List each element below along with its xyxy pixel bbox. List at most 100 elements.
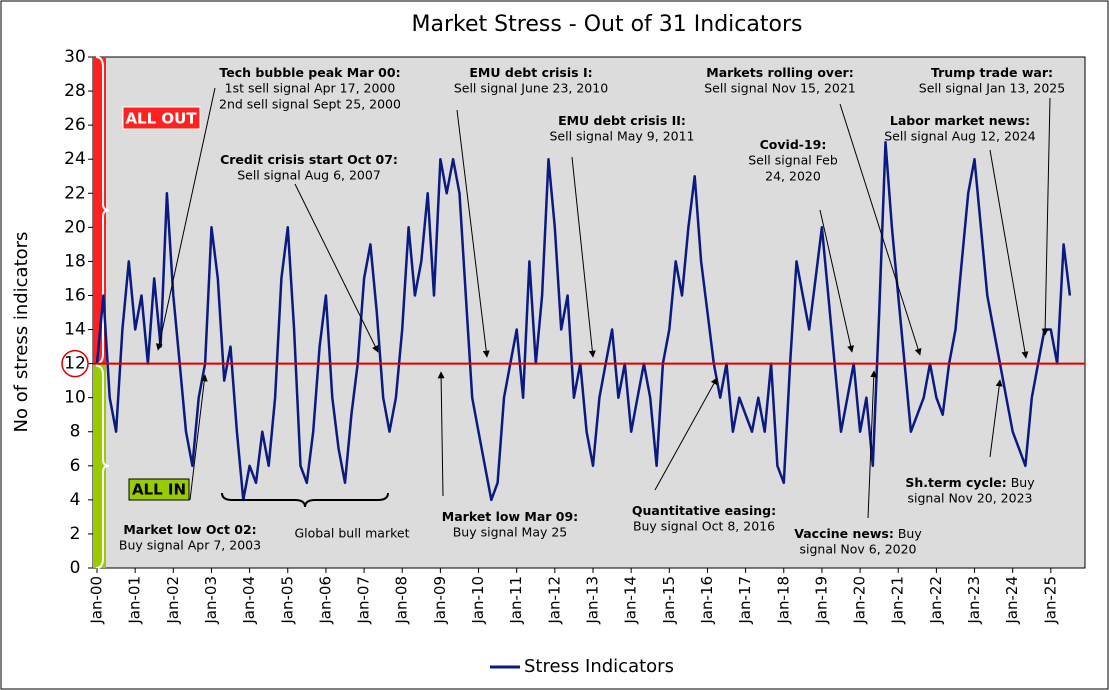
y-tick-label: 20 [64,217,86,237]
zone-low-label: ALL IN [132,481,186,499]
annotation-title-bold: EMU debt crisis II: [558,113,686,128]
y-tick-label: 18 [64,251,86,271]
x-tick-label: Jan-02 [164,576,182,625]
y-tick-label: 12 [64,354,86,374]
x-tick-label: Jan-13 [584,576,602,625]
series-line [95,140,1072,502]
y-tick-label: 6 [70,456,81,476]
annotation-arrow [189,374,208,501]
x-tick-label: Jan-10 [469,576,487,625]
annotation-arrow [839,103,922,356]
y-tick-label: 24 [64,149,86,169]
x-tick-label: Jan-20 [851,576,869,625]
annotation-arrow [989,379,1003,458]
x-tick-label: Jan-16 [698,576,716,625]
zone-low [93,363,106,568]
y-tick-label: 16 [64,285,86,305]
annotation-title-bold: Markets rolling over: [706,65,853,80]
x-tick-label: Jan-17 [736,576,754,625]
annotation-title: Covid-19: [760,137,827,152]
threshold-circle [61,349,89,378]
y-tick-label: 22 [64,183,86,203]
annotation-title: Market low Mar 09: [442,509,578,524]
annotation-line: Buy signal Apr 7, 2003 [119,538,261,553]
x-tick-label: Jan-15 [660,576,678,625]
bracket-label: Global bull market [295,526,410,541]
annotation-arrow [294,183,379,353]
annotation-arrow [654,377,718,491]
x-tick-label: Jan-00 [88,576,106,625]
chart-title: Market Stress - Out of 31 Indicators [412,12,803,37]
plot-area [92,56,1086,569]
annotation-title: Quantitative easing: [632,503,776,518]
annotation-title-bold: Trump trade war: [931,65,1053,80]
annotation-title: Market low Oct 02: [123,522,256,537]
annotation-title-bold: Credit crisis start Oct 07: [220,152,398,167]
x-tick-label: Jan-19 [812,576,830,625]
annotation-title: Labor market news: [890,113,1030,128]
annotation-line: Sell signal June 23, 2010 [454,81,608,96]
annotation-line: Buy signal Oct 8, 2016 [633,519,775,534]
x-tick-label: Jan-01 [126,576,144,625]
annotation-line: 1st sell signal Apr 17, 2000 [225,81,396,96]
zone-high-box [122,106,201,130]
zone-low-box [128,478,190,501]
annotation-title-bold: Vaccine news: [794,526,894,541]
y-tick-label: 2 [70,524,81,544]
annotation-line: Sell signal Aug 6, 2007 [237,168,381,183]
x-tick-label: Jan-12 [545,576,563,625]
legend-label: Stress Indicators [524,656,674,677]
y-tick-label: 30 [64,47,86,67]
x-tick-label: Jan-11 [507,576,525,625]
annotation-arrow [819,209,855,353]
zone-high-label: ALL OUT [125,110,197,128]
annotation-line: signal Nov 20, 2023 [908,491,1033,506]
annotation-arrow [1041,97,1051,336]
annotation-title-bold: Sh.term cycle: [905,475,1006,490]
annotation-line: Sell signal Nov 15, 2021 [704,81,856,96]
annotation-title: Trump trade war: [931,65,1053,80]
annotation-line: Sell signal May 9, 2011 [549,129,694,144]
y-tick-label: 10 [64,388,86,408]
annotation-line: signal Nov 6, 2020 [799,542,916,557]
y-tick-label: 0 [70,558,81,578]
x-tick-label: Jan-25 [1041,576,1059,625]
x-tick-label: Jan-18 [774,576,792,625]
annotation-arrow [437,371,445,497]
annotation-title: Tech bubble peak Mar 00: [219,65,400,80]
brace [95,56,110,365]
annotation-title-bold: Covid-19: [760,137,827,152]
x-tick-label: Jan-08 [393,576,411,625]
annotation-title: Vaccine news: Buy [794,526,922,541]
annotation-arrow [456,109,490,358]
brace [95,364,110,569]
annotation-title: EMU debt crisis I: [469,65,592,80]
annotation-arrow [867,370,878,519]
annotation-line: Buy signal May 25 [453,525,568,540]
x-tick-label: Jan-22 [927,576,945,625]
x-tick-label: Jan-04 [240,576,258,625]
y-tick-label: 8 [70,422,81,442]
annotation-line: Sell signal Feb [748,153,838,168]
x-tick-label: Jan-05 [278,576,296,625]
annotation-title-bold: EMU debt crisis I: [469,65,592,80]
y-tick-label: 4 [70,490,81,510]
annotation-title-tail: Buy [1011,475,1035,490]
x-tick-label: Jan-06 [316,576,334,625]
x-tick-label: Jan-03 [202,576,220,625]
y-tick-label: 26 [64,115,86,135]
annotation-line: 24, 2020 [765,169,821,184]
x-tick-label: Jan-21 [889,576,907,625]
annotation-arrow [155,87,216,351]
annotation-title-bold: Quantitative easing: [632,503,776,518]
y-tick-label: 28 [64,81,86,101]
x-tick-label: Jan-23 [965,576,983,625]
annotation-title: Credit crisis start Oct 07: [220,152,398,167]
annotation-line: Sell signal Jan 13, 2025 [919,81,1065,96]
x-tick-label: Jan-24 [1003,576,1021,625]
x-tick-label: Jan-07 [355,576,373,625]
bracket [221,492,389,508]
annotation-title: Sh.term cycle: Buy [905,475,1035,490]
annotation-title-bold: Labor market news: [890,113,1030,128]
